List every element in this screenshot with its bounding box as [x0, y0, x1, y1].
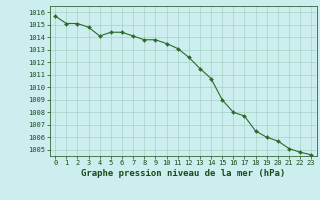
X-axis label: Graphe pression niveau de la mer (hPa): Graphe pression niveau de la mer (hPa) — [81, 169, 285, 178]
